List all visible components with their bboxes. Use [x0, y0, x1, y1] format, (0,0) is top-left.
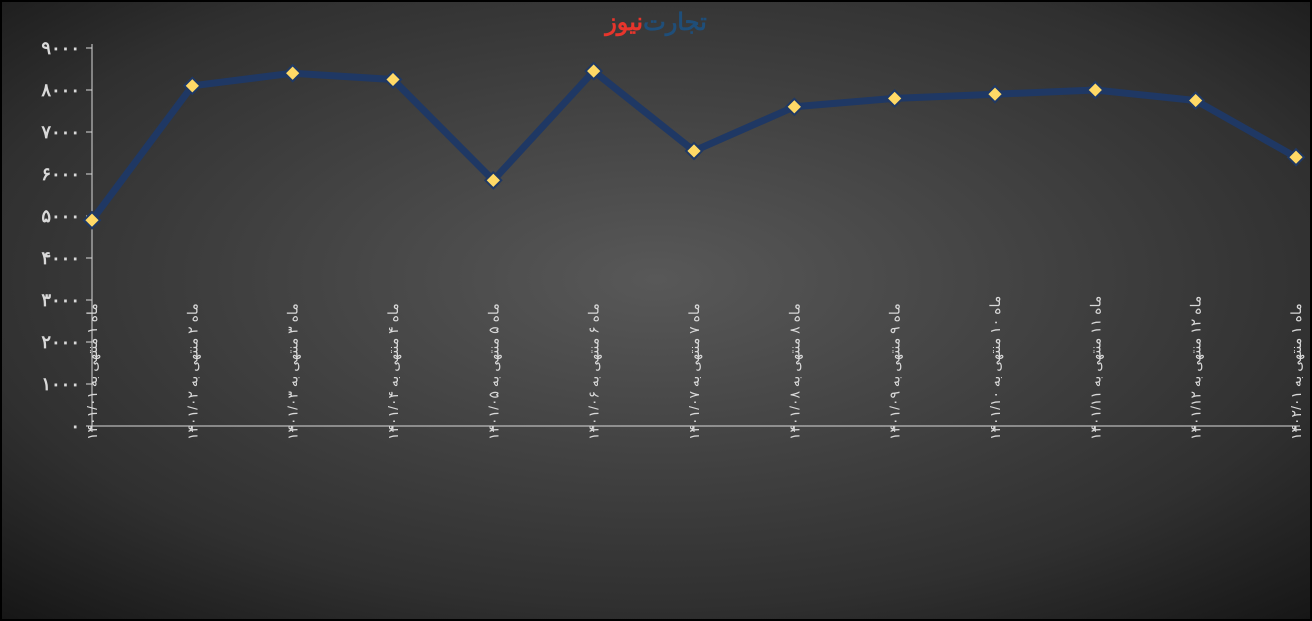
- svg-text:ماه ۱۲ منتهی به ۱۴۰۱/۱۲: ماه ۱۲ منتهی به ۱۴۰۱/۱۲: [1188, 296, 1205, 440]
- watermark-logo: تجارت‌نیوز: [605, 8, 707, 37]
- svg-text:۱۰۰۰: ۱۰۰۰: [41, 374, 80, 394]
- svg-text:۳۰۰۰: ۳۰۰۰: [41, 290, 80, 310]
- svg-text:۵۰۰۰: ۵۰۰۰: [41, 206, 80, 226]
- svg-text:۷۰۰۰: ۷۰۰۰: [40, 122, 80, 142]
- logo-part1: تجارت: [643, 9, 707, 36]
- svg-text:ماه ۳ منتهی به ۱۴۰۱/۰۳: ماه ۳ منتهی به ۱۴۰۱/۰۳: [285, 303, 302, 440]
- svg-text:۲۰۰۰: ۲۰۰۰: [41, 332, 80, 352]
- svg-text:ماه ۶ منتهی به ۱۴۰۱/۰۶: ماه ۶ منتهی به ۱۴۰۱/۰۶: [586, 303, 603, 440]
- svg-text:ماه ۹ منتهی به ۱۴۰۱/۰۹: ماه ۹ منتهی به ۱۴۰۱/۰۹: [887, 303, 904, 440]
- svg-text:۸۰۰۰: ۸۰۰۰: [40, 80, 80, 100]
- svg-text:۶۰۰۰: ۶۰۰۰: [41, 164, 80, 184]
- svg-text:ماه ۱۱ منتهی به ۱۴۰۱/۱۱: ماه ۱۱ منتهی به ۱۴۰۱/۱۱: [1087, 296, 1104, 440]
- svg-text:ماه ۵ منتهی به ۱۴۰۱/۰۵: ماه ۵ منتهی به ۱۴۰۱/۰۵: [485, 303, 502, 440]
- svg-text:ماه ۱۰ منتهی به ۱۴۰۱/۱۰: ماه ۱۰ منتهی به ۱۴۰۱/۱۰: [987, 296, 1004, 440]
- svg-text:ماه ۱ منتهی به ۱۴۰۲/۰۱: ماه ۱ منتهی به ۱۴۰۲/۰۱: [1288, 303, 1305, 440]
- svg-text:۹۰۰۰: ۹۰۰۰: [41, 38, 80, 58]
- svg-text:۴۰۰۰: ۴۰۰۰: [41, 248, 80, 268]
- svg-text:ماه ۴ منتهی به ۱۴۰۱/۰۴: ماه ۴ منتهی به ۱۴۰۱/۰۴: [385, 303, 402, 440]
- chart-container: ۰ ۱۰۰۰ ۲۰۰۰ ۳۰۰۰ ۴۰۰۰ ۵۰۰۰ ۶۰۰۰ ۷۰۰۰ ۸۰۰۰ ۹۰۰۰ ماه…: [0, 0, 1312, 621]
- line-chart: ۰ ۱۰۰۰ ۲۰۰۰ ۳۰۰۰ ۴۰۰۰ ۵۰۰۰ ۶۰۰۰ ۷۰۰۰ ۸۰۰۰ ۹۰۰۰ ماه…: [0, 0, 1312, 621]
- svg-text:ماه ۷ منتهی به ۱۴۰۱/۰۷: ماه ۷ منتهی به ۱۴۰۱/۰۷: [686, 303, 703, 440]
- svg-text:ماه ۲ منتهی به ۱۴۰۱/۰۲: ماه ۲ منتهی به ۱۴۰۱/۰۲: [184, 303, 201, 440]
- svg-text:ماه ۸ منتهی به ۱۴۰۱/۰۸: ماه ۸ منتهی به ۱۴۰۱/۰۸: [786, 303, 803, 440]
- logo-part2: ‌نیوز: [605, 9, 643, 36]
- svg-text:ماه ۱ منتهی به ۱۴۰۱/۰۱: ماه ۱ منتهی به ۱۴۰۱/۰۱: [84, 303, 101, 440]
- svg-text:۰: ۰: [70, 416, 80, 436]
